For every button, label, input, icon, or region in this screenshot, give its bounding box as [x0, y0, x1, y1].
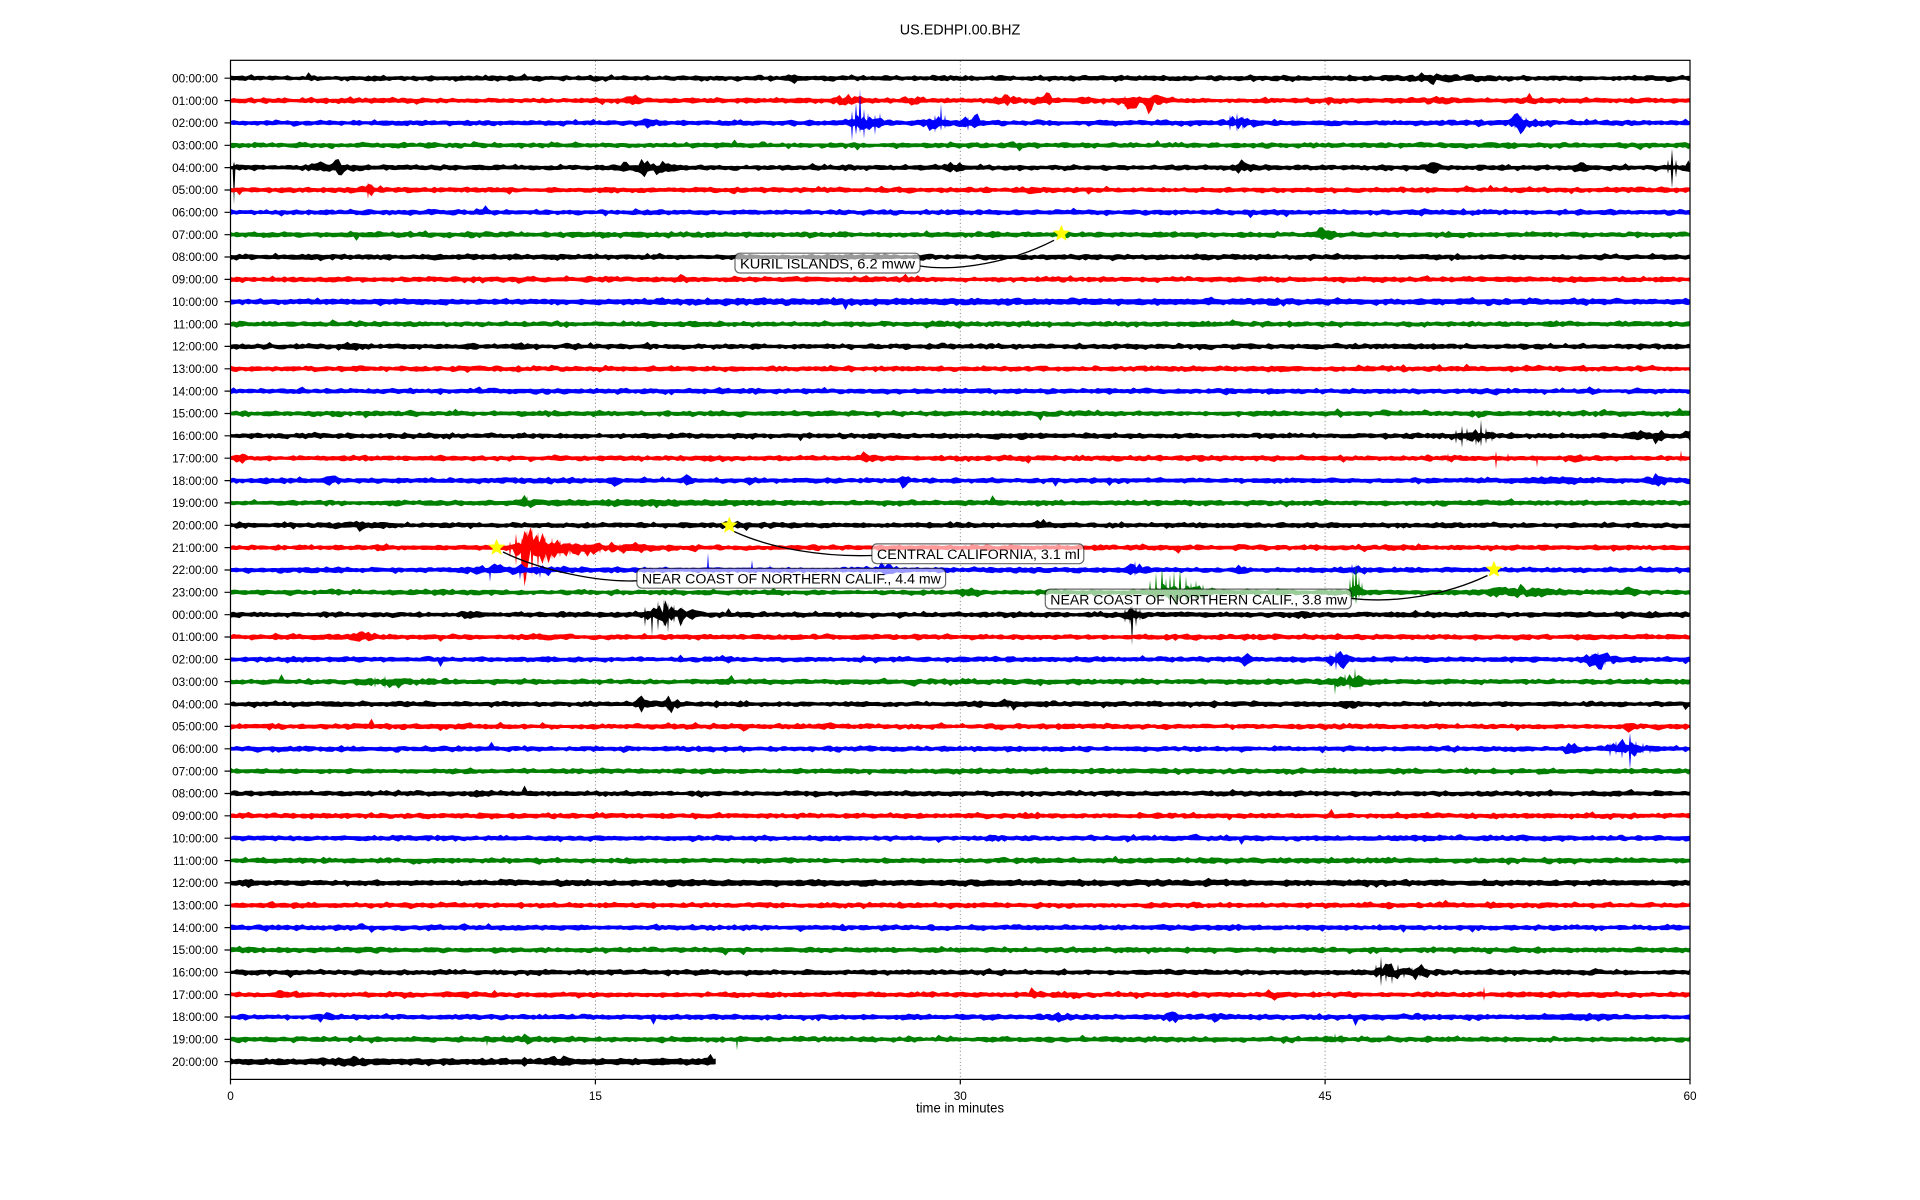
svg-text:NEAR COAST OF NORTHERN CALIF.,: NEAR COAST OF NORTHERN CALIF., 4.4 mw	[642, 572, 942, 588]
svg-text:12:00:00: 12:00:00	[172, 876, 218, 890]
svg-text:20:00:00: 20:00:00	[172, 519, 218, 533]
svg-text:05:00:00: 05:00:00	[172, 183, 218, 197]
svg-text:11:00:00: 11:00:00	[173, 854, 218, 868]
svg-text:04:00:00: 04:00:00	[172, 161, 218, 175]
svg-text:05:00:00: 05:00:00	[172, 720, 218, 734]
svg-text:00:00:00: 00:00:00	[172, 71, 218, 85]
svg-text:30: 30	[954, 1089, 968, 1103]
svg-text:06:00:00: 06:00:00	[172, 742, 218, 756]
svg-text:45: 45	[1319, 1089, 1333, 1103]
svg-text:00:00:00: 00:00:00	[172, 608, 218, 622]
svg-text:01:00:00: 01:00:00	[172, 630, 218, 644]
svg-text:22:00:00: 22:00:00	[172, 563, 218, 577]
svg-text:13:00:00: 13:00:00	[172, 899, 218, 913]
svg-text:18:00:00: 18:00:00	[172, 474, 218, 488]
svg-text:14:00:00: 14:00:00	[172, 384, 218, 398]
svg-text:US.EDHPI.00.BHZ: US.EDHPI.00.BHZ	[900, 23, 1021, 39]
svg-text:06:00:00: 06:00:00	[172, 206, 218, 220]
svg-text:18:00:00: 18:00:00	[172, 1010, 218, 1024]
svg-text:16:00:00: 16:00:00	[172, 966, 218, 980]
svg-text:19:00:00: 19:00:00	[172, 1033, 218, 1047]
svg-text:12:00:00: 12:00:00	[172, 340, 218, 354]
svg-text:17:00:00: 17:00:00	[172, 451, 218, 465]
svg-text:15:00:00: 15:00:00	[172, 943, 218, 957]
svg-text:19:00:00: 19:00:00	[172, 496, 218, 510]
svg-text:23:00:00: 23:00:00	[172, 586, 218, 600]
svg-text:07:00:00: 07:00:00	[172, 764, 218, 778]
svg-text:01:00:00: 01:00:00	[172, 94, 218, 108]
svg-text:14:00:00: 14:00:00	[172, 921, 218, 935]
svg-text:16:00:00: 16:00:00	[172, 429, 218, 443]
svg-text:KURIL ISLANDS, 6.2 mww: KURIL ISLANDS, 6.2 mww	[740, 256, 916, 272]
svg-text:0: 0	[227, 1089, 234, 1103]
svg-text:08:00:00: 08:00:00	[172, 787, 218, 801]
svg-text:time in minutes: time in minutes	[916, 1101, 1004, 1116]
svg-text:21:00:00: 21:00:00	[172, 541, 218, 555]
svg-text:17:00:00: 17:00:00	[172, 988, 218, 1002]
svg-text:NEAR COAST OF NORTHERN CALIF.,: NEAR COAST OF NORTHERN CALIF., 3.8 mw	[1050, 592, 1348, 608]
svg-text:10:00:00: 10:00:00	[172, 831, 218, 845]
svg-text:09:00:00: 09:00:00	[172, 809, 218, 823]
svg-text:03:00:00: 03:00:00	[172, 675, 218, 689]
svg-text:CENTRAL CALIFORNIA, 3.1 ml: CENTRAL CALIFORNIA, 3.1 ml	[877, 547, 1080, 563]
svg-text:15:00:00: 15:00:00	[172, 407, 218, 421]
svg-text:08:00:00: 08:00:00	[172, 250, 218, 264]
svg-text:03:00:00: 03:00:00	[172, 139, 218, 153]
svg-text:15: 15	[589, 1089, 603, 1103]
svg-text:07:00:00: 07:00:00	[172, 228, 218, 242]
svg-text:02:00:00: 02:00:00	[172, 653, 218, 667]
svg-text:09:00:00: 09:00:00	[172, 273, 218, 287]
svg-text:02:00:00: 02:00:00	[172, 116, 218, 130]
svg-text:60: 60	[1683, 1089, 1697, 1103]
svg-text:11:00:00: 11:00:00	[173, 317, 218, 331]
svg-text:20:00:00: 20:00:00	[172, 1055, 218, 1069]
svg-text:13:00:00: 13:00:00	[172, 362, 218, 376]
svg-text:04:00:00: 04:00:00	[172, 697, 218, 711]
svg-text:10:00:00: 10:00:00	[172, 295, 218, 309]
